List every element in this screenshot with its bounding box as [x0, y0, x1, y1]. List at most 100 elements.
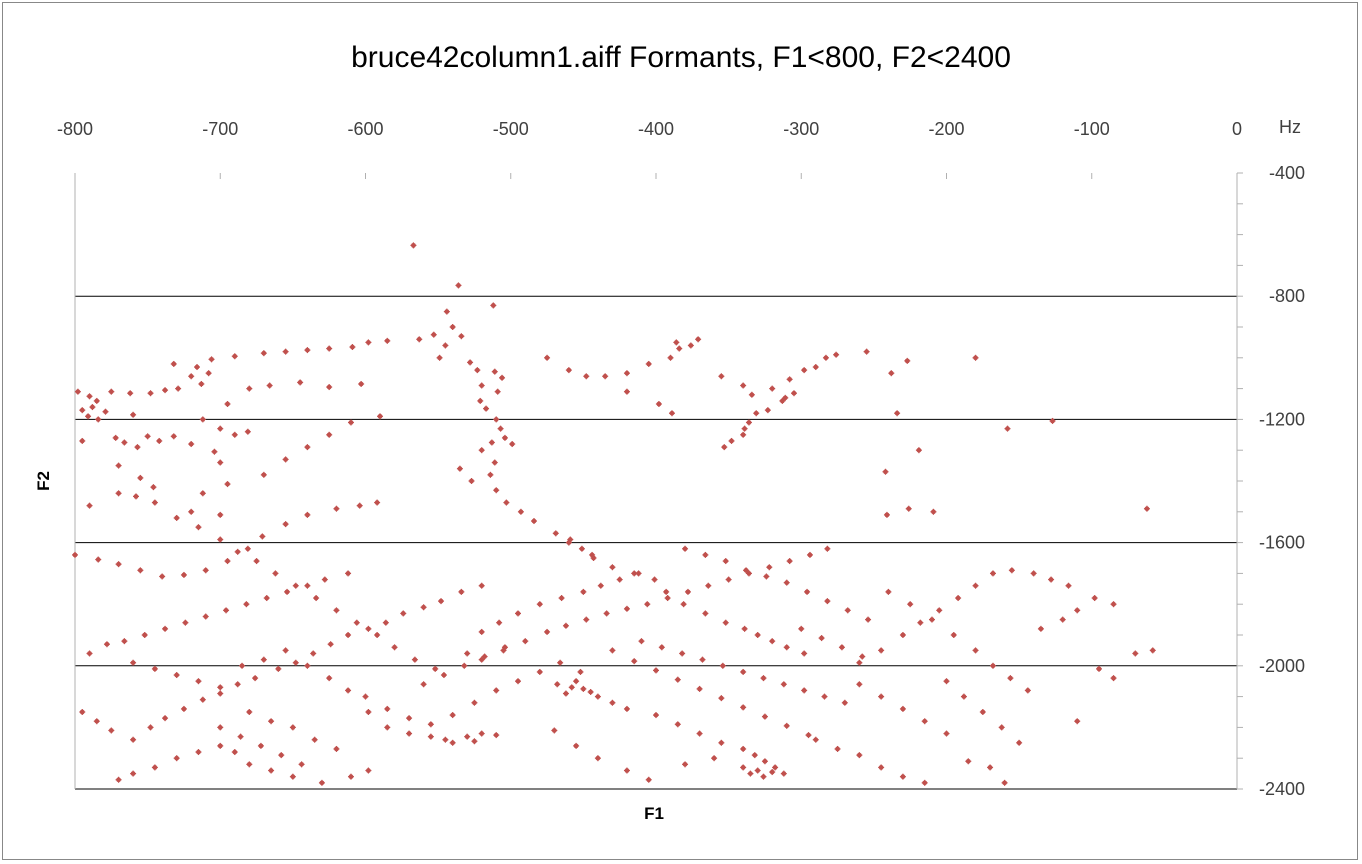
data-point	[377, 413, 384, 420]
data-point	[199, 696, 206, 703]
data-point	[217, 742, 224, 749]
data-point	[333, 505, 340, 512]
data-point	[493, 416, 500, 423]
data-point	[318, 779, 325, 786]
data-point	[740, 764, 747, 771]
data-point	[989, 570, 996, 577]
data-point	[72, 551, 78, 558]
data-point	[760, 773, 767, 780]
data-point	[764, 407, 771, 414]
data-point	[921, 779, 928, 786]
data-point	[878, 693, 885, 700]
data-point	[134, 444, 141, 451]
data-point	[198, 380, 205, 387]
data-point	[780, 770, 787, 777]
data-point	[1110, 675, 1117, 682]
data-point	[655, 401, 662, 407]
data-point	[702, 610, 709, 617]
data-point	[108, 388, 115, 395]
data-point	[199, 490, 206, 497]
data-point	[246, 385, 253, 392]
data-point	[430, 331, 437, 338]
data-point	[478, 656, 485, 663]
data-point	[159, 573, 166, 580]
data-point	[844, 607, 851, 614]
data-point	[496, 619, 503, 626]
data-point	[282, 647, 289, 654]
data-point	[501, 644, 508, 651]
data-point	[304, 662, 311, 669]
data-point	[936, 607, 943, 614]
data-point	[623, 388, 630, 395]
data-point	[478, 582, 485, 589]
data-point	[667, 354, 674, 361]
data-point	[151, 665, 158, 672]
data-point	[684, 588, 691, 595]
data-point	[1091, 595, 1098, 602]
data-point	[653, 712, 659, 719]
data-point	[130, 411, 137, 418]
data-point	[112, 434, 119, 441]
data-point	[478, 447, 485, 454]
data-point	[1096, 665, 1103, 672]
data-point	[1065, 582, 1072, 589]
data-point	[442, 736, 449, 743]
data-point	[594, 693, 601, 700]
data-point	[310, 650, 317, 657]
scatter-chart: bruce42column1.aiff Formants, F1<800, F2…	[34, 41, 1305, 823]
data-point	[416, 336, 423, 343]
y-axis-ticks: -400 -800 -1200 -1600 -2000 -2400	[1259, 163, 1305, 799]
data-point	[202, 613, 209, 620]
data-point	[623, 705, 630, 712]
data-point	[915, 447, 922, 454]
data-point	[224, 481, 231, 488]
data-point	[719, 662, 726, 669]
data-point	[449, 712, 456, 719]
data-point	[863, 348, 870, 355]
data-point	[224, 401, 231, 407]
data-point	[804, 588, 811, 595]
data-point	[821, 693, 828, 700]
data-point	[246, 709, 253, 715]
data-point	[551, 727, 558, 734]
data-point	[753, 410, 760, 417]
data-point	[420, 604, 427, 611]
data-point	[680, 601, 687, 608]
data-point	[818, 635, 825, 642]
data-point	[79, 437, 86, 444]
data-point	[173, 672, 180, 679]
data-point	[761, 713, 768, 720]
data-point	[782, 394, 789, 401]
data-point	[345, 687, 352, 694]
data-point	[244, 545, 251, 552]
data-point	[474, 367, 481, 374]
data-point	[115, 561, 122, 568]
data-point	[471, 699, 478, 706]
data-point	[638, 638, 645, 645]
data-point	[583, 616, 590, 623]
gridlines	[74, 172, 1243, 790]
data-point	[266, 382, 273, 389]
data-point	[137, 474, 144, 481]
data-point	[427, 721, 434, 728]
data-point	[326, 384, 333, 391]
data-point	[658, 644, 665, 651]
data-point	[917, 619, 924, 626]
data-point	[464, 733, 471, 740]
data-point	[365, 625, 372, 632]
data-point	[1008, 567, 1015, 574]
data-point	[760, 675, 767, 682]
data-point	[801, 367, 808, 374]
data-point	[728, 437, 735, 444]
data-point	[573, 742, 580, 749]
data-point	[806, 551, 813, 558]
data-point	[188, 441, 195, 448]
data-point	[653, 667, 659, 674]
data-point	[515, 610, 522, 617]
data-point	[801, 687, 808, 694]
data-point	[442, 342, 449, 349]
data-point	[374, 632, 381, 638]
data-point	[1024, 687, 1031, 694]
data-point	[180, 705, 187, 712]
data-point	[1110, 601, 1117, 608]
